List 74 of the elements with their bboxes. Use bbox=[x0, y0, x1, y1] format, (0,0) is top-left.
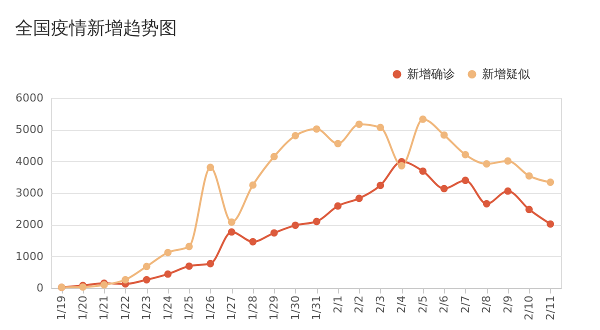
point bbox=[376, 124, 384, 132]
point bbox=[312, 218, 320, 226]
legend-label: 新增疑似 bbox=[482, 67, 530, 82]
point bbox=[164, 248, 172, 256]
point bbox=[164, 270, 172, 278]
point bbox=[334, 140, 342, 148]
x-tick-label: 2/6 bbox=[438, 296, 451, 314]
point bbox=[228, 228, 236, 236]
x-tick-label: 2/2 bbox=[352, 296, 366, 314]
x-tick-label: 1/23 bbox=[140, 296, 154, 320]
point bbox=[504, 157, 512, 165]
point bbox=[270, 229, 278, 237]
point bbox=[525, 172, 533, 180]
y-tick-label: 4000 bbox=[16, 154, 44, 168]
point bbox=[504, 187, 512, 195]
point bbox=[292, 132, 300, 140]
x-tick-label: 2/7 bbox=[458, 296, 472, 314]
point bbox=[142, 262, 150, 270]
legend-label: 新增确诊 bbox=[407, 67, 455, 82]
x-tick-label: 1/19 bbox=[55, 296, 68, 320]
point bbox=[419, 167, 427, 175]
point bbox=[122, 276, 130, 284]
point bbox=[312, 125, 320, 133]
x-tick-label: 1/24 bbox=[161, 296, 174, 320]
x-tick-label: 1/28 bbox=[246, 296, 260, 320]
y-tick-label: 3000 bbox=[16, 186, 44, 200]
point bbox=[419, 116, 427, 123]
x-tick-label: 2/3 bbox=[374, 296, 387, 314]
x-tick-label: 2/1 bbox=[331, 296, 344, 314]
point bbox=[185, 262, 193, 270]
x-tick-label: 2/5 bbox=[416, 296, 430, 314]
point bbox=[546, 178, 554, 186]
point bbox=[228, 218, 236, 226]
y-tick-label: 0 bbox=[36, 282, 44, 294]
x-tick-label: 1/26 bbox=[204, 296, 217, 320]
point bbox=[482, 160, 490, 168]
point bbox=[142, 276, 150, 284]
point bbox=[525, 206, 533, 214]
point bbox=[292, 222, 300, 229]
point bbox=[334, 202, 342, 210]
x-tick-label: 1/31 bbox=[310, 296, 324, 320]
y-tick-label: 1000 bbox=[16, 250, 44, 263]
x-tick-label: 1/21 bbox=[98, 296, 111, 320]
x-tick-label: 1/22 bbox=[118, 296, 132, 320]
point bbox=[482, 200, 490, 208]
point bbox=[249, 238, 257, 246]
y-tick-label: 5000 bbox=[16, 123, 44, 136]
x-tick-label: 2/9 bbox=[501, 296, 514, 314]
point bbox=[185, 242, 193, 250]
point bbox=[355, 120, 363, 128]
x-tick-label: 1/20 bbox=[76, 296, 90, 320]
point bbox=[462, 150, 470, 158]
point bbox=[440, 131, 448, 139]
point bbox=[462, 176, 470, 184]
x-tick-label: 1/30 bbox=[288, 296, 302, 320]
point bbox=[398, 162, 406, 170]
point bbox=[206, 260, 214, 268]
point bbox=[270, 152, 278, 160]
point bbox=[440, 184, 448, 192]
x-tick-label: 2/10 bbox=[522, 296, 536, 320]
x-tick-label: 2/8 bbox=[480, 296, 494, 314]
x-tick-label: 2/4 bbox=[395, 296, 408, 314]
x-tick-label: 1/29 bbox=[268, 296, 281, 320]
point bbox=[249, 181, 257, 189]
point bbox=[355, 194, 363, 202]
chart-title: 全国疫情新增趋势图 bbox=[15, 18, 178, 39]
point bbox=[376, 182, 384, 190]
point bbox=[546, 220, 554, 228]
x-tick-label: 1/25 bbox=[182, 296, 196, 320]
y-tick-label: 6000 bbox=[16, 92, 44, 104]
x-tick-label: 2/11 bbox=[544, 296, 557, 320]
y-tick-label: 2000 bbox=[16, 218, 44, 232]
x-tick-label: 1/27 bbox=[225, 296, 238, 320]
point bbox=[206, 164, 214, 172]
